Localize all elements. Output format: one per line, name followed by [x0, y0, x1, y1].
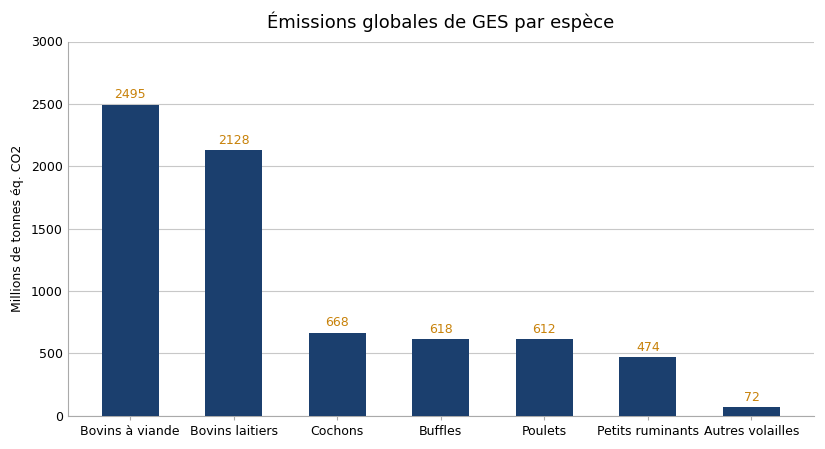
Bar — [101, 105, 158, 416]
Bar — [516, 339, 573, 416]
Bar — [412, 339, 469, 416]
Text: 2495: 2495 — [115, 88, 146, 101]
Bar — [309, 333, 365, 416]
Y-axis label: Millions de tonnes éq. CO2: Millions de tonnes éq. CO2 — [11, 145, 24, 313]
Text: 618: 618 — [429, 323, 453, 335]
Text: 2128: 2128 — [218, 134, 249, 147]
Text: 72: 72 — [743, 391, 760, 404]
Bar — [205, 150, 262, 416]
Bar — [723, 407, 780, 416]
Title: Émissions globales de GES par espèce: Émissions globales de GES par espèce — [267, 11, 615, 31]
Bar — [620, 357, 676, 416]
Text: 612: 612 — [533, 323, 556, 336]
Text: 474: 474 — [636, 341, 660, 354]
Text: 668: 668 — [325, 317, 349, 330]
